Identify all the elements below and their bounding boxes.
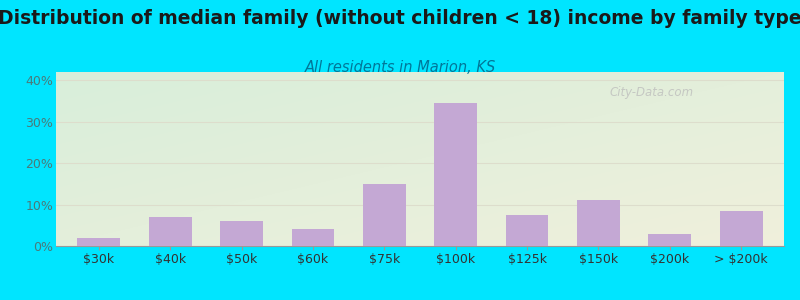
Bar [363, 184, 406, 246]
Bar [648, 234, 691, 246]
Bar [720, 211, 762, 246]
Bar [434, 103, 477, 246]
Bar [291, 230, 334, 246]
Bar [506, 215, 549, 246]
Bar [149, 217, 192, 246]
Text: Distribution of median family (without children < 18) income by family type: Distribution of median family (without c… [0, 9, 800, 28]
Bar [577, 200, 620, 246]
Bar [220, 221, 263, 246]
Text: All residents in Marion, KS: All residents in Marion, KS [304, 60, 496, 75]
Bar [78, 238, 120, 246]
Text: City-Data.com: City-Data.com [610, 86, 694, 99]
